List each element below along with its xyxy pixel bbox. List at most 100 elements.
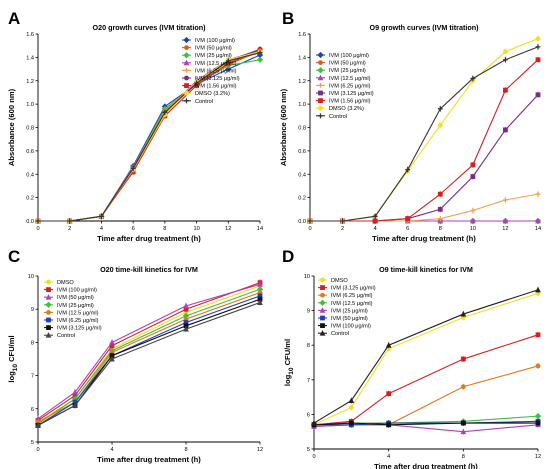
y-tick-label: 0.6 [298, 149, 306, 155]
data-point [109, 343, 115, 349]
data-point [372, 213, 378, 219]
y-tick-label: 6 [307, 412, 310, 418]
legend-label: IVM (6.25 μg/ml) [331, 293, 373, 299]
data-point [386, 422, 392, 428]
legend-label: IVM (12.5 μg/ml) [331, 301, 373, 307]
x-tick-label: 6 [406, 226, 409, 232]
y-tick-label: 5 [307, 447, 310, 453]
legend-marker [318, 60, 323, 65]
panel-letter: A [8, 9, 20, 28]
data-point [35, 415, 41, 422]
data-point [460, 310, 467, 317]
panel-d: D O9 time-kill kinetics for IVM 0 4 8 12 5 6 7 8 9… [282, 247, 542, 469]
legend-label: IVM (12.5 μg/ml) [195, 61, 237, 67]
x-axis-label: Time after drug treatment (h) [97, 455, 201, 464]
legend-marker [317, 51, 324, 59]
legend-label: IVM (3.125 μg/ml) [57, 326, 102, 332]
legend-marker [184, 68, 189, 73]
data-point [470, 162, 476, 168]
legend-marker [184, 90, 189, 96]
data-point [469, 217, 476, 224]
legend-marker [318, 83, 323, 88]
data-point [109, 353, 115, 359]
x-tick-label: 12 [257, 447, 263, 453]
legend-label: IVM (6.25 μg/ml) [57, 318, 99, 324]
x-axis-label: Time after drug treatment (h) [374, 462, 478, 469]
legend-marker [46, 310, 51, 315]
data-point [470, 208, 476, 213]
legend-label: Control [57, 333, 75, 339]
x-tick-label: 10 [193, 226, 199, 232]
legend-marker [320, 292, 325, 298]
data-point [194, 80, 199, 86]
x-tick-label: 0 [308, 226, 311, 232]
panel-letter: C [8, 247, 20, 266]
y-tick-label: 0.8 [298, 126, 306, 132]
series-line [310, 46, 539, 222]
legend-label: DMSO (3.2%) [329, 106, 364, 112]
chart-title: O9 time-kill kinetics for IVM [379, 265, 473, 274]
legend-marker [317, 67, 324, 74]
legend: DMSO IVM (3.125 μg/ml)IVM (6.25 μg/ml) IVM… [318, 277, 376, 337]
legend-label: IVM (6.25 μg/ml) [329, 83, 371, 89]
series-8 [35, 299, 263, 429]
legend-marker [46, 317, 51, 323]
x-axis-label: Time after drug treatment (h) [372, 234, 476, 243]
y-tick-label: 1.4 [26, 55, 34, 61]
y-tick-label: 10 [304, 274, 310, 280]
legend-label: IVM (12.5 μg/ml) [329, 76, 371, 82]
data-point [99, 213, 104, 219]
data-point [502, 217, 509, 224]
data-point [340, 218, 345, 224]
data-point [72, 402, 78, 408]
y-tick-label: 10 [28, 274, 34, 280]
data-point [225, 58, 231, 64]
y-tick-label: 5 [31, 440, 34, 446]
x-tick-label: 0 [36, 226, 39, 232]
legend-marker [184, 83, 189, 88]
x-tick-label: 0 [312, 454, 315, 460]
data-point [311, 419, 317, 426]
panel-c: C O20 time-kill kinetics for IVM 0 4 8 12 5 6 7 8… [7, 247, 264, 464]
data-point [162, 109, 168, 115]
legend-marker [319, 307, 326, 313]
data-point [257, 50, 263, 56]
data-point [503, 49, 508, 54]
legend-marker [318, 98, 323, 103]
chart-title: O20 growth curves (IVM titration) [92, 23, 206, 32]
y-tick-label: 0.8 [26, 126, 34, 132]
y-axis-label: log10 CFU/ml [7, 335, 19, 382]
chart-title: O9 growth curves (IVM titration) [369, 23, 479, 32]
data-point [35, 218, 41, 224]
series-3 [35, 281, 263, 422]
y-tick-label: 1.4 [298, 55, 306, 61]
legend-label: IVM (3.125 μg/ml) [329, 91, 374, 97]
panel-letter: B [282, 9, 294, 28]
legend-label: DMSO (3.2%) [195, 91, 230, 97]
data-point [535, 36, 541, 42]
data-point [535, 286, 541, 293]
series-8 [311, 286, 541, 427]
legend-label: Control [331, 331, 349, 337]
y-tick-label: 8 [307, 343, 310, 349]
legend-marker [319, 330, 326, 336]
data-point [535, 217, 541, 224]
series-line [313, 334, 539, 426]
x-tick-label: 12 [225, 226, 231, 232]
data-point [535, 420, 541, 426]
legend-label: IVM (50 μg/ml) [195, 46, 232, 52]
legend-marker [320, 285, 325, 290]
data-point [72, 389, 78, 395]
legend-marker [183, 36, 190, 44]
legend-marker [45, 332, 52, 338]
legend-marker [320, 277, 325, 283]
legend-label: IVM (1.56 μg/ml) [329, 99, 371, 105]
y-tick-label: 1.2 [26, 79, 34, 85]
x-tick-label: 12 [535, 454, 541, 460]
series-line [310, 193, 539, 222]
data-point [460, 356, 466, 362]
data-point [437, 122, 443, 128]
data-point [372, 218, 378, 224]
y-tick-label: 0.0 [298, 219, 306, 225]
legend-label: IVM (3.125 μg/ml) [331, 286, 376, 292]
